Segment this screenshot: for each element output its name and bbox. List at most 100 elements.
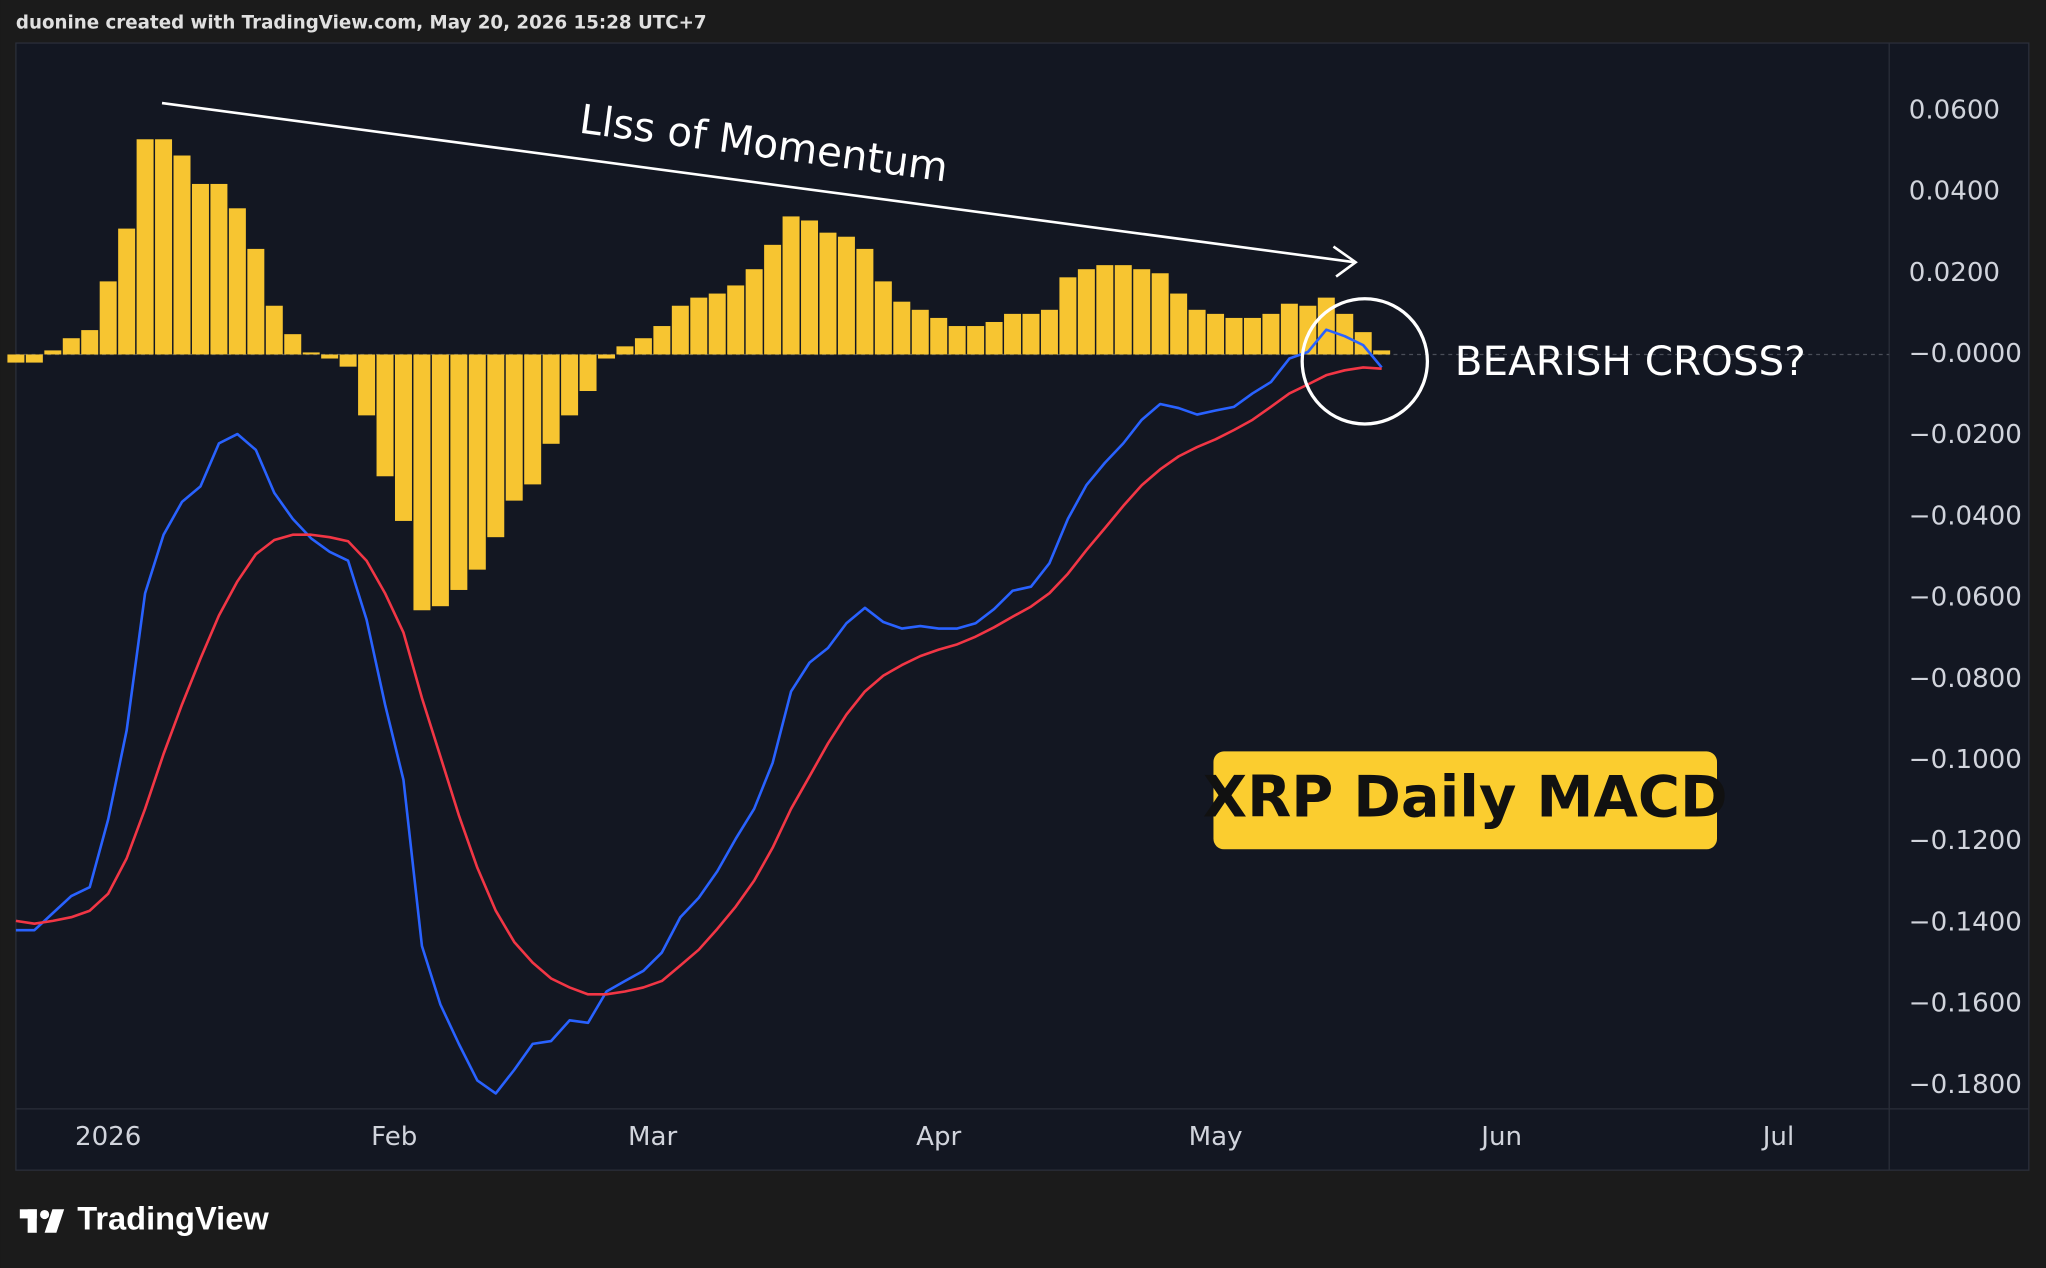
histogram-bar [782,216,800,355]
histogram-bar [1299,305,1317,355]
histogram-bar [450,354,468,590]
y-tick-label: 0.0400 [1909,177,2000,207]
histogram-bar [598,354,615,359]
x-tick-label: May [1189,1122,1243,1152]
histogram-bar [819,232,837,355]
histogram-bar [210,183,228,355]
line [15,366,1382,996]
y-tick-label: 0.0200 [1909,258,2000,288]
logo [19,1209,65,1233]
histogram-bar [136,139,154,355]
histogram-bar [25,354,43,363]
histogram-bar [228,208,246,355]
y-tick-label: −0.0800 [1909,664,2022,694]
y-tick-label: −0.1000 [1909,745,2022,775]
chart-panel [15,42,2030,1171]
histogram-bar [745,269,763,355]
histogram-bar [671,305,689,355]
histogram-bar [173,155,191,355]
histogram-bar [1022,313,1040,355]
y-tick-label: −0.1400 [1909,907,2022,937]
histogram-bar [1096,265,1114,355]
chart-title: XRP Daily MACD [1203,764,1728,831]
x-tick-label: Jul [1761,1122,1794,1152]
y-tick-label: −0.0200 [1909,420,2022,450]
x-tick-label: Apr [916,1122,961,1152]
histogram-bar [376,354,394,477]
histogram-bar [1262,313,1280,355]
x-tick-label: 2026 [75,1122,141,1152]
histogram-bar [321,354,339,359]
plot: 0.0600 0.0400 0.0200 −0.0000 −0.0200 −0.0400 −… [7,95,2022,1152]
histogram-bar [505,354,523,501]
histogram-bar [44,350,62,355]
histogram-bar [431,354,449,607]
trend-arrow [161,101,1355,264]
histogram-bar [1004,313,1022,355]
histogram-bar [893,301,911,355]
histogram-bar [284,334,302,355]
histogram-bar [561,354,579,416]
histogram-bar [1225,317,1243,355]
header: duonine created with TradingView.com, Ma… [16,12,707,33]
y-tick-label: −0.1200 [1909,826,2022,856]
histogram-bar [708,293,726,355]
y-tick-label: 0.0600 [1909,95,2000,125]
histogram-bar [948,326,966,355]
histogram-bar [118,228,136,355]
histogram-bar [1207,313,1225,355]
histogram-bar [191,183,209,355]
y-tick-label: −0.0400 [1909,501,2022,531]
histogram-bar [155,139,173,355]
histogram-bar [413,354,431,611]
logo-part [40,1209,50,1220]
y-tick-label: −0.0000 [1909,339,2022,369]
histogram-bar [302,352,320,355]
histogram-bar [1077,269,1095,355]
histogram-bar [930,317,948,355]
histogram-bar [394,354,412,521]
histogram-bar [837,236,855,355]
histogram-bar [99,281,117,355]
histogram-bar [81,330,99,355]
histogram-bar [1373,350,1391,355]
histogram-bar [653,326,671,355]
histogram-bar [856,248,874,355]
histogram-bar [1336,313,1354,355]
x-tick-label: Jun [1479,1122,1522,1152]
y-tick-label: −0.0600 [1909,583,2022,613]
histogram-bar [911,309,929,355]
histogram-bar [634,338,652,355]
x-tick-label: Mar [628,1122,677,1152]
histogram-bar [7,354,25,363]
logo-part [27,1209,37,1233]
footer-brand: TradingView [77,1200,269,1237]
histogram-bar [874,281,892,355]
histogram-bar [542,354,560,444]
histogram-bar [265,305,283,355]
x-tick-label: Feb [371,1122,417,1152]
y-tick-label: −0.1800 [1909,1070,2022,1100]
histogram-bar [1133,269,1151,355]
histogram-bar [62,338,80,355]
histogram-bar [1040,309,1058,355]
histogram-bar [1188,309,1206,355]
histogram-bar [579,354,597,392]
histogram-bar [616,346,634,355]
histogram-bar [358,354,376,416]
arrow-head [1332,245,1358,278]
histogram-bar [801,220,819,355]
histogram-bar [524,354,542,485]
histogram-bar [764,244,782,355]
histogram-bar [1280,303,1298,355]
histogram-bar [468,354,486,570]
histogram-bar [487,354,505,538]
histogram-bar [1317,297,1335,355]
y-tick-label: −0.1600 [1909,989,2022,1019]
histogram-bar [1170,293,1188,355]
histogram-bar [985,321,1003,355]
histogram-bar [690,297,708,355]
histogram-bar [247,248,265,355]
